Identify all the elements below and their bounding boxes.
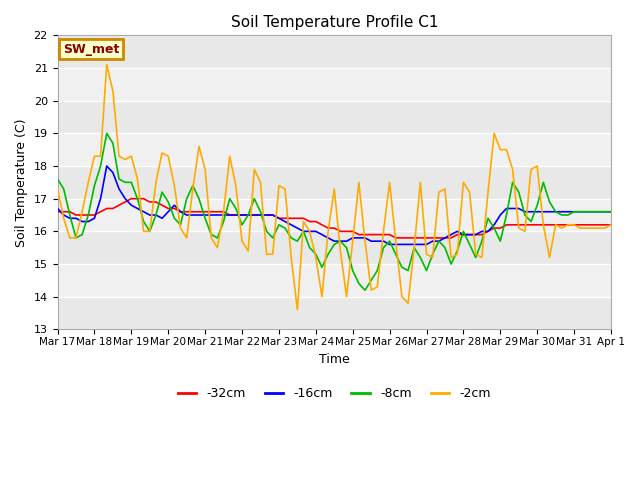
- -2cm: [294, 307, 301, 312]
- Line: -8cm: -8cm: [58, 133, 611, 290]
- -16cm: [103, 163, 111, 169]
- Bar: [58, 297, 611, 329]
- -16cm: [127, 203, 135, 208]
- Bar: [58, 133, 611, 166]
- Bar: [58, 231, 611, 264]
- -2cm: [189, 186, 196, 192]
- -8cm: [533, 203, 541, 208]
- -32cm: [54, 209, 61, 215]
- -8cm: [607, 209, 615, 215]
- -8cm: [127, 180, 135, 185]
- -8cm: [189, 183, 196, 189]
- Title: Soil Temperature Profile C1: Soil Temperature Profile C1: [230, 15, 438, 30]
- -32cm: [392, 235, 399, 241]
- Bar: [58, 101, 611, 133]
- -8cm: [361, 287, 369, 293]
- -32cm: [380, 232, 387, 238]
- -32cm: [601, 222, 609, 228]
- -16cm: [202, 212, 209, 218]
- -2cm: [103, 62, 111, 68]
- -32cm: [533, 222, 541, 228]
- -2cm: [386, 180, 394, 185]
- Bar: [58, 199, 611, 231]
- -8cm: [386, 238, 394, 244]
- -32cm: [127, 196, 135, 202]
- -8cm: [202, 216, 209, 221]
- -8cm: [103, 131, 111, 136]
- -32cm: [607, 222, 615, 228]
- -16cm: [607, 209, 615, 215]
- -2cm: [607, 222, 615, 228]
- -2cm: [54, 186, 61, 192]
- Bar: [58, 36, 611, 68]
- Legend: -32cm, -16cm, -8cm, -2cm: -32cm, -16cm, -8cm, -2cm: [173, 383, 496, 406]
- Line: -2cm: -2cm: [58, 65, 611, 310]
- Line: -16cm: -16cm: [58, 166, 611, 244]
- -16cm: [380, 238, 387, 244]
- -2cm: [601, 225, 609, 231]
- -16cm: [533, 209, 541, 215]
- -2cm: [202, 167, 209, 172]
- -32cm: [189, 209, 196, 215]
- Line: -32cm: -32cm: [58, 199, 611, 238]
- -16cm: [601, 209, 609, 215]
- -32cm: [202, 209, 209, 215]
- -32cm: [122, 199, 129, 205]
- -8cm: [601, 209, 609, 215]
- Y-axis label: Soil Temperature (C): Soil Temperature (C): [15, 118, 28, 247]
- -2cm: [533, 163, 541, 169]
- -16cm: [189, 212, 196, 218]
- X-axis label: Time: Time: [319, 352, 349, 366]
- Bar: [58, 166, 611, 199]
- -2cm: [127, 153, 135, 159]
- Bar: [58, 264, 611, 297]
- Text: SW_met: SW_met: [63, 43, 120, 56]
- -8cm: [54, 176, 61, 182]
- -16cm: [386, 241, 394, 247]
- Bar: [58, 68, 611, 101]
- -16cm: [54, 205, 61, 211]
